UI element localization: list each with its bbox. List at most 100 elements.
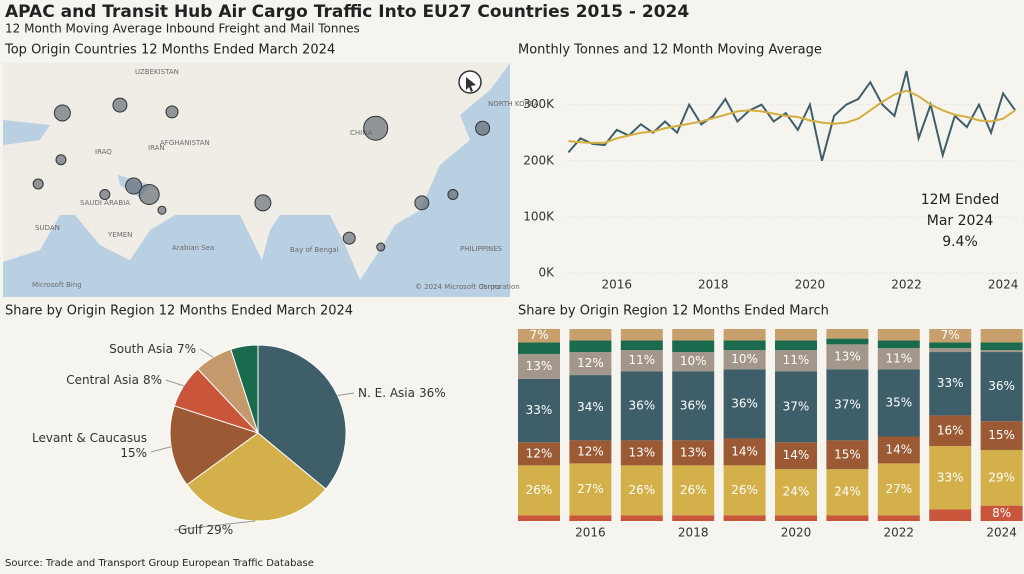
data-label: 37% [783, 399, 810, 413]
bubble [363, 115, 389, 141]
subtitle: 12 Month Moving Average Inbound Freight … [5, 22, 360, 36]
y-tick-label: 300K [523, 97, 555, 111]
data-label: 34% [577, 400, 604, 414]
x-tick-label: 2024 [986, 526, 1017, 540]
map-label: AFGHANISTAN [160, 139, 210, 147]
bar-segment [980, 352, 1023, 422]
bar-segment [620, 350, 663, 372]
bar-segment [826, 440, 869, 470]
x-tick-label: 2020 [795, 278, 826, 292]
data-label: 13% [680, 445, 707, 459]
bubble [32, 178, 44, 190]
data-label: 33% [937, 470, 964, 484]
bubble [53, 104, 71, 122]
x-tick-label: 2016 [601, 278, 632, 292]
bar-segment [569, 329, 612, 341]
bar-segment [980, 342, 1023, 351]
data-label: 36% [988, 379, 1015, 393]
value-label: 8% [143, 373, 162, 387]
data-label: 7% [941, 328, 960, 342]
data-label: 15% [834, 447, 861, 461]
data-label: 26% [526, 483, 553, 497]
category-label: N. E. Asia [358, 386, 415, 400]
bar-segment [569, 515, 612, 521]
bar-segment [775, 329, 817, 341]
leader-line [173, 520, 256, 531]
value-label: 7% [177, 342, 196, 356]
bar-segment [826, 329, 869, 339]
bar-segment [518, 442, 560, 466]
data-label: 16% [937, 423, 964, 437]
pie-slice [169, 405, 260, 486]
data-label: 37% [834, 397, 861, 411]
map-label: SUDAN [35, 224, 60, 232]
bar-segment [877, 436, 920, 464]
pie-label: South Asia 7% [109, 342, 196, 356]
bar-title: Share by Origin Region 12 Months Ended M… [518, 304, 829, 319]
bar-segment [518, 353, 560, 379]
y-tick-label: 200K [523, 153, 555, 167]
bubble [99, 188, 111, 200]
bar-segment [980, 329, 1023, 343]
data-label: 33% [937, 376, 964, 390]
bar-segment [980, 421, 1023, 450]
bar-segment [620, 329, 663, 341]
category-label: Levant & Caucasus [32, 431, 147, 445]
data-label: 10% [680, 354, 707, 368]
map-label: Arabian Sea [172, 244, 214, 252]
bar-segment [980, 505, 1023, 521]
data-label: 26% [628, 483, 655, 497]
map-label: SAUDI ARABIA [80, 199, 130, 207]
map-label: © 2024 Microsoft Corporation [415, 283, 520, 291]
data-label: 13% [628, 445, 655, 459]
data-label: 12% [577, 444, 604, 458]
bar-segment [929, 329, 972, 343]
bar-segment [826, 338, 869, 345]
bar-segment [877, 329, 920, 341]
map-label: NORTH KOREA [488, 100, 539, 108]
bar-segment [723, 515, 766, 521]
bar-segment [569, 440, 612, 464]
bubble [157, 205, 167, 215]
leader-line [337, 392, 355, 397]
bar-segment [672, 371, 715, 441]
map-label: Terms [479, 283, 501, 291]
bar-segment [775, 371, 817, 443]
data-label: 24% [783, 485, 810, 499]
bar-segment [518, 515, 560, 521]
bar-segment [929, 446, 972, 510]
bar-segment [826, 344, 869, 370]
bar-segment [775, 340, 817, 351]
map-label: Bay of Bengal [290, 246, 339, 254]
leader-line [165, 379, 184, 387]
bar-segment [518, 465, 560, 516]
bubble [254, 194, 272, 212]
sea [3, 120, 50, 145]
data-label: 36% [680, 398, 707, 412]
data-label: 11% [783, 353, 810, 367]
y-tick-label: 0K [538, 266, 555, 280]
bar-segment [826, 369, 869, 441]
bar-segment [569, 463, 612, 516]
data-label: 33% [526, 403, 553, 417]
data-label: 36% [628, 398, 655, 412]
bar-segment [877, 369, 920, 437]
data-label: 10% [731, 352, 758, 366]
bar-segment [775, 469, 817, 516]
map-label: CHINA [350, 129, 372, 137]
pie-slice [230, 344, 259, 434]
bar-segment [672, 515, 715, 521]
annotation: Mar 2024 [927, 213, 994, 229]
data-label: 35% [885, 395, 912, 409]
bar-segment [929, 348, 972, 353]
pie-label: Gulf 29% [178, 523, 233, 537]
category-label: Central Asia [66, 373, 139, 387]
bar-segment [569, 340, 612, 353]
source: Source: Trade and Transport Group Europe… [5, 558, 314, 569]
data-label: 12% [526, 446, 553, 460]
data-label: 14% [885, 442, 912, 456]
data-label: 15% [988, 428, 1015, 442]
bar-segment [569, 352, 612, 376]
data-label: 11% [885, 351, 912, 365]
bubble [138, 183, 160, 205]
